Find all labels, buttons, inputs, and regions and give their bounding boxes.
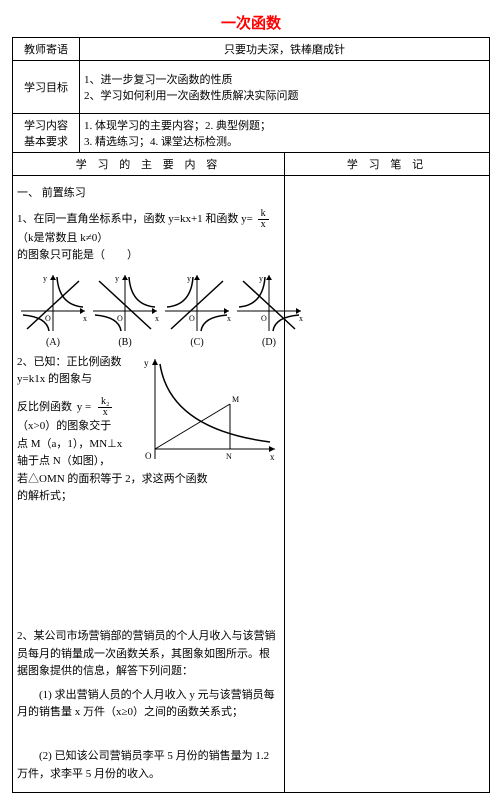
svg-text:O: O xyxy=(261,314,267,323)
motto-label: 教师寄语 xyxy=(13,38,80,61)
section-heading: 一、 前置练习 xyxy=(17,185,280,203)
q1-line2: 的图象只可能是（ ） xyxy=(17,247,280,265)
label-d: (D) xyxy=(233,337,305,348)
goal-2: 2、学习如何利用一次函数性质解决实际问题 xyxy=(84,87,485,103)
goal-text: 1、进一步复习一次函数的性质 2、学习如何利用一次函数性质解决实际问题 xyxy=(80,61,490,114)
question-1: 1、在同一直角坐标系中，函数 y=kx+1 和函数 y= k x （k是常数且 … xyxy=(17,209,280,265)
content-2: 3. 精选练习；4. 课堂达标检测。 xyxy=(84,133,485,149)
goal-1: 1、进一步复习一次函数的性质 xyxy=(84,71,485,87)
q1-frac-den: x xyxy=(258,220,269,230)
question-3-2: (2) 已知该公司营销员李平 5 月份的销售量为 1.2 万件，求李平 5 月份… xyxy=(17,748,280,783)
q1-suffix: （k是常数且 k≠0） xyxy=(17,232,108,244)
svg-text:O: O xyxy=(117,314,123,323)
svg-text:y: y xyxy=(187,274,191,283)
q2-eq-left: y = xyxy=(77,399,91,417)
question-3: 2、某公司市场营销部的营销员的个人月收入与该营销员每月的销量成一次函数关系，其图… xyxy=(17,628,280,681)
q1-fraction: k x xyxy=(258,209,269,230)
content-text: 1. 体现学习的主要内容；2. 典型例题； 3. 精选练习；4. 课堂达标检测。 xyxy=(80,114,490,153)
question-2: x y O M N 2、已知：正比例函数 y=k1x 的图象与 反比例函数 y … xyxy=(17,354,280,506)
svg-text:x: x xyxy=(299,314,303,323)
page-title: 一次函数 xyxy=(12,12,490,33)
svg-text:x: x xyxy=(155,314,159,323)
graph-d: x y O (D) xyxy=(233,271,305,348)
graph-c: x y O (C) xyxy=(161,271,233,348)
label-c: (C) xyxy=(161,337,233,348)
svg-text:x: x xyxy=(83,314,87,323)
svg-text:y: y xyxy=(144,358,149,368)
svg-text:y: y xyxy=(259,274,263,283)
svg-text:O: O xyxy=(145,451,152,461)
svg-text:O: O xyxy=(189,314,195,323)
content-label: 学习内容 基本要求 xyxy=(13,114,80,153)
goal-label: 学习目标 xyxy=(13,61,80,114)
main-table: 教师寄语 只要功夫深，铁棒磨成针 学习目标 1、进一步复习一次函数的性质 2、学… xyxy=(12,37,490,793)
question-3-1: (1) 求出营销人员的个人月收入 y 元与该营销员每月的销售量 x 万件（x≥0… xyxy=(17,687,280,722)
q1-frac-num: k xyxy=(258,209,269,220)
notes-header: 学 习 笔 记 xyxy=(285,153,490,176)
svg-text:M: M xyxy=(232,395,239,404)
q2-line5: 的解析式； xyxy=(17,488,280,506)
q2-frac-den: x xyxy=(98,408,113,418)
graph-a: x y O (A) xyxy=(17,271,89,348)
q2-fraction: k₂ x xyxy=(98,397,113,418)
q2-prefix: 反比例函数 xyxy=(17,401,75,413)
option-graphs: x y O (A) x xyxy=(17,271,280,348)
svg-text:x: x xyxy=(270,452,275,462)
main-content-cell: 一、 前置练习 1、在同一直角坐标系中，函数 y=kx+1 和函数 y= k x… xyxy=(13,176,285,793)
svg-text:x: x xyxy=(227,314,231,323)
main-content-header: 学 习 的 主 要 内 容 xyxy=(13,153,285,176)
svg-text:N: N xyxy=(226,452,232,461)
blank-space xyxy=(17,512,280,622)
q2-line4: 若△OMN 的面积等于 2，求这两个函数 xyxy=(17,471,280,489)
q1-prefix: 1、在同一直角坐标系中，函数 y=kx+1 和函数 y= xyxy=(17,213,253,225)
notes-cell xyxy=(285,176,490,793)
svg-text:y: y xyxy=(115,274,119,283)
gap xyxy=(17,728,280,742)
motto-text: 只要功夫深，铁棒磨成针 xyxy=(80,38,490,61)
content-1: 1. 体现学习的主要内容；2. 典型例题； xyxy=(84,117,485,133)
graph-b: x y O (B) xyxy=(89,271,161,348)
svg-text:O: O xyxy=(45,314,51,323)
label-a: (A) xyxy=(17,337,89,348)
q2-chart: x y O M N xyxy=(140,354,280,464)
label-b: (B) xyxy=(89,337,161,348)
svg-text:y: y xyxy=(43,274,47,283)
q2-suffix: （x>0）的图象交于 xyxy=(17,420,111,432)
